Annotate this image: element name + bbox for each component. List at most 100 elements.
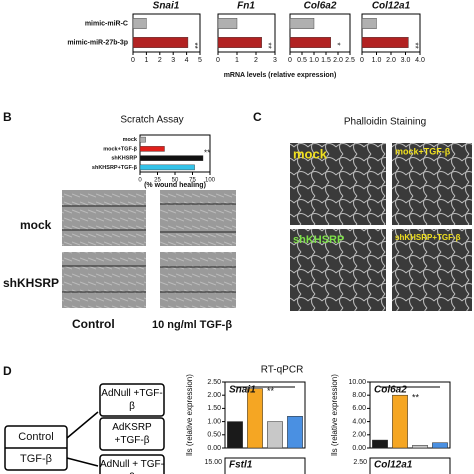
bar <box>217 18 238 29</box>
bar <box>432 442 448 449</box>
category-label: mimic-miR-C <box>85 20 128 27</box>
y-tick-label: 2.00 <box>207 392 221 399</box>
y-tick-label: 0.50 <box>207 432 221 439</box>
y-tick-label: 1.00 <box>207 418 221 425</box>
y-tick-label: 15.00 <box>204 459 222 466</box>
flow-box: AdNull +TGF-β <box>101 388 163 412</box>
y-tick-label: 8.00 <box>352 392 366 399</box>
chart-title: Snai1 <box>229 385 256 396</box>
significance: ** <box>412 393 420 403</box>
flowchart <box>4 383 165 474</box>
flow-box: AdKSRP +TGF-β <box>112 422 152 446</box>
x-tick-label: 2 <box>254 57 258 64</box>
phalloidin-images <box>290 143 472 311</box>
x-tick-label: 4 <box>185 57 189 64</box>
x-tick-label: 1 <box>144 57 148 64</box>
x-tick-label: 0.5 <box>297 57 307 64</box>
y-tick-label: 0.00 <box>207 445 221 452</box>
significance: ** <box>410 43 419 49</box>
bar <box>267 421 283 449</box>
plot-frame <box>224 381 306 449</box>
y-tick-label: 2.50 <box>353 459 367 466</box>
flow-label: TGF-β <box>20 453 52 465</box>
x-tick-label: 50 <box>172 178 179 184</box>
panel-title: RT-qPCR <box>261 365 304 376</box>
x-tick-label: 0 <box>288 57 292 64</box>
significance: ** <box>190 43 199 49</box>
x-tick-label: 2.5 <box>345 57 355 64</box>
x-tick-label: 0 <box>131 57 135 64</box>
partial-frame <box>224 457 306 474</box>
x-tick-label: 2.0 <box>333 57 343 64</box>
chart-title: Col6a2 <box>304 1 337 12</box>
bar <box>412 445 428 449</box>
significance: ** <box>204 149 210 158</box>
bar <box>139 155 204 161</box>
significance: ** <box>264 43 273 49</box>
panel-label: B <box>3 110 12 124</box>
y-axis-label: lls (relative expression) <box>185 374 194 456</box>
bar <box>372 439 388 449</box>
bar <box>289 18 315 29</box>
row-label: mock <box>20 218 52 232</box>
image-label: mock <box>293 146 328 161</box>
y-tick-label: 1.50 <box>207 405 221 412</box>
x-tick-label: 25 <box>154 178 161 184</box>
panel-label: C <box>253 110 262 124</box>
x-axis-label: (% wound healing) <box>144 182 206 189</box>
x-tick-label: 1.5 <box>321 57 331 64</box>
category-label: mock+TGF-β <box>103 146 137 152</box>
x-tick-label: 75 <box>189 178 196 184</box>
x-tick-label: 3.0 <box>401 57 411 64</box>
category-label: shKHSRP <box>111 156 137 162</box>
chart-title: Fstl1 <box>229 460 253 471</box>
category-label: shKHSRP+TGF-β <box>92 165 138 171</box>
x-tick-label: 3 <box>171 57 175 64</box>
x-tick-label: 0 <box>138 178 142 184</box>
significance: * <box>333 43 342 46</box>
plot-frame <box>217 13 276 53</box>
y-axis-label: lls (relative expression) <box>330 374 339 456</box>
panel-title: Phalloidin Staining <box>344 117 426 128</box>
bar <box>361 18 377 29</box>
bar <box>139 164 195 171</box>
bar <box>227 421 243 449</box>
category-label: mimic-miR-27b-3p <box>67 39 128 46</box>
bar <box>289 37 331 48</box>
panel-label: D <box>3 364 12 378</box>
col-label: Control <box>72 317 115 331</box>
image-label: shKHSRP+TGF-β <box>395 233 461 242</box>
y-tick-label: 2.00 <box>352 432 366 439</box>
x-tick-label: 2.0 <box>386 57 396 64</box>
significance: ** <box>267 386 275 396</box>
category-label: mock <box>123 137 138 143</box>
bar <box>132 37 189 48</box>
bar <box>139 136 146 143</box>
x-tick-label: 2 <box>158 57 162 64</box>
partial-frame <box>369 457 451 474</box>
y-tick-label: 10.00 <box>348 379 366 386</box>
row-label: shKHSRP <box>3 276 59 290</box>
plot-frame <box>132 13 201 53</box>
x-tick-label: 4.0 <box>415 57 425 64</box>
bar <box>287 416 303 449</box>
x-tick-label: 3 <box>273 57 277 64</box>
y-tick-label: 2.50 <box>207 379 221 386</box>
bar <box>139 146 165 152</box>
chart-title: Snai1 <box>153 1 180 12</box>
y-tick-label: 4.00 <box>352 418 366 425</box>
plot-frame <box>289 13 351 53</box>
y-tick-label: 6.00 <box>352 405 366 412</box>
x-tick-label: 0 <box>360 57 364 64</box>
bar <box>392 394 408 449</box>
x-tick-label: 0 <box>216 57 220 64</box>
bar <box>361 37 409 48</box>
plot-frame <box>369 381 451 449</box>
flow-label: Control <box>18 431 53 443</box>
image-label: shKHSRP <box>293 234 344 246</box>
bar <box>247 388 263 449</box>
y-tick-label: 0.00 <box>352 445 366 452</box>
x-tick-label: 1.0 <box>372 57 382 64</box>
chart-title: Col6a2 <box>374 385 407 396</box>
